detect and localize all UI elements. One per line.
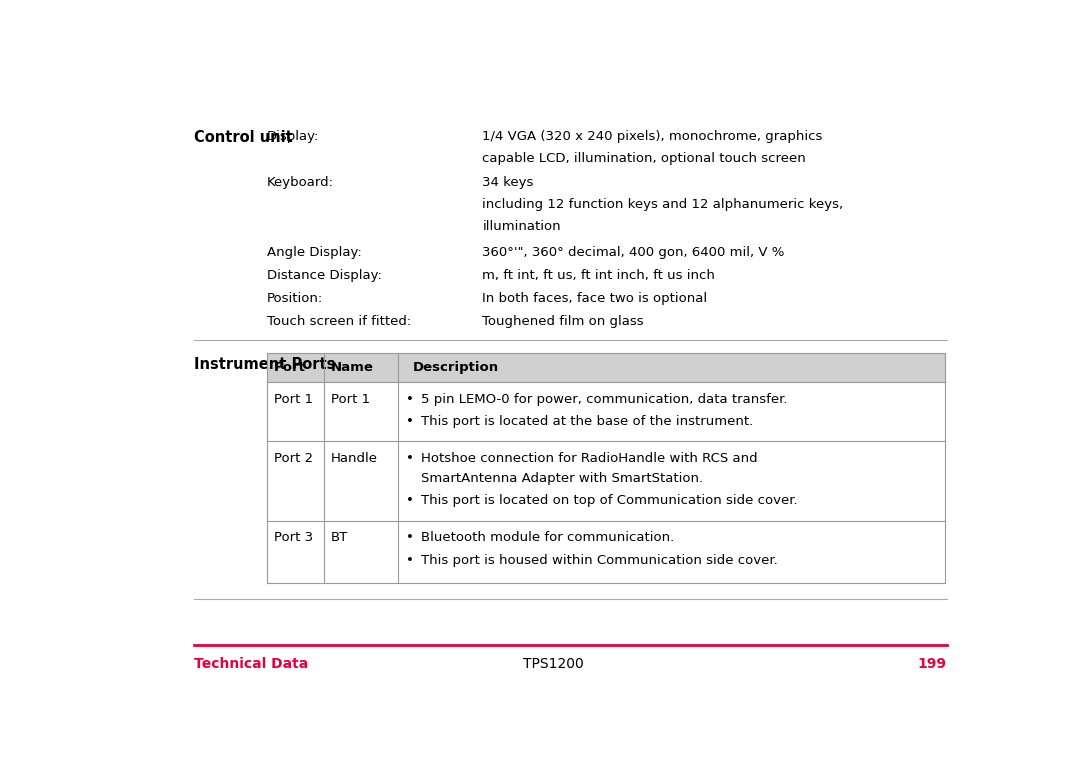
Text: Angle Display:: Angle Display: xyxy=(267,246,362,259)
Text: Display:: Display: xyxy=(267,130,320,143)
Text: •: • xyxy=(406,532,414,545)
Text: 5 pin LEMO-0 for power, communication, data transfer.: 5 pin LEMO-0 for power, communication, d… xyxy=(421,393,787,406)
Text: Touch screen if fitted:: Touch screen if fitted: xyxy=(267,315,411,328)
Text: Distance Display:: Distance Display: xyxy=(267,269,382,282)
Text: BT: BT xyxy=(330,532,348,545)
Text: •: • xyxy=(406,554,414,567)
Text: Control unit: Control unit xyxy=(193,130,293,146)
Text: Toughened film on glass: Toughened film on glass xyxy=(483,315,644,328)
Text: Instrument Ports: Instrument Ports xyxy=(193,358,335,372)
Text: Description: Description xyxy=(413,361,499,374)
Text: This port is housed within Communication side cover.: This port is housed within Communication… xyxy=(421,554,778,567)
Text: Port 1: Port 1 xyxy=(274,393,313,406)
Text: 34 keys: 34 keys xyxy=(483,176,534,189)
Text: •: • xyxy=(406,415,414,428)
Text: Name: Name xyxy=(330,361,374,374)
Text: Technical Data: Technical Data xyxy=(193,657,308,671)
Text: Port 2: Port 2 xyxy=(274,452,313,465)
Text: illumination: illumination xyxy=(483,220,561,233)
Text: Handle: Handle xyxy=(330,452,378,465)
Text: SmartAntenna Adapter with SmartStation.: SmartAntenna Adapter with SmartStation. xyxy=(421,472,703,485)
Text: This port is located at the base of the instrument.: This port is located at the base of the … xyxy=(421,415,754,428)
Text: Bluetooth module for communication.: Bluetooth module for communication. xyxy=(421,532,675,545)
Text: •: • xyxy=(406,494,414,507)
Text: Port 1: Port 1 xyxy=(330,393,370,406)
Text: m, ft int, ft us, ft int inch, ft us inch: m, ft int, ft us, ft int inch, ft us inc… xyxy=(483,269,715,282)
Text: •: • xyxy=(406,393,414,406)
Text: 1/4 VGA (320 x 240 pixels), monochrome, graphics: 1/4 VGA (320 x 240 pixels), monochrome, … xyxy=(483,130,823,143)
Text: Hotshoe connection for RadioHandle with RCS and: Hotshoe connection for RadioHandle with … xyxy=(421,452,758,465)
Text: including 12 function keys and 12 alphanumeric keys,: including 12 function keys and 12 alphan… xyxy=(483,198,843,211)
Text: 360°'", 360° decimal, 400 gon, 6400 mil, V %: 360°'", 360° decimal, 400 gon, 6400 mil,… xyxy=(483,246,785,259)
Bar xyxy=(267,441,945,521)
Bar xyxy=(267,382,945,441)
Text: This port is located on top of Communication side cover.: This port is located on top of Communica… xyxy=(421,494,798,507)
Text: Keyboard:: Keyboard: xyxy=(267,176,334,189)
Text: TPS1200: TPS1200 xyxy=(523,657,584,671)
Text: 199: 199 xyxy=(918,657,947,671)
Text: In both faces, face two is optional: In both faces, face two is optional xyxy=(483,292,707,305)
Bar xyxy=(267,521,945,583)
Text: capable LCD, illumination, optional touch screen: capable LCD, illumination, optional touc… xyxy=(483,152,806,165)
Text: Port: Port xyxy=(274,361,306,374)
Text: •: • xyxy=(406,452,414,465)
Text: Port 3: Port 3 xyxy=(274,532,313,545)
Text: Position:: Position: xyxy=(267,292,324,305)
Bar xyxy=(267,352,945,382)
